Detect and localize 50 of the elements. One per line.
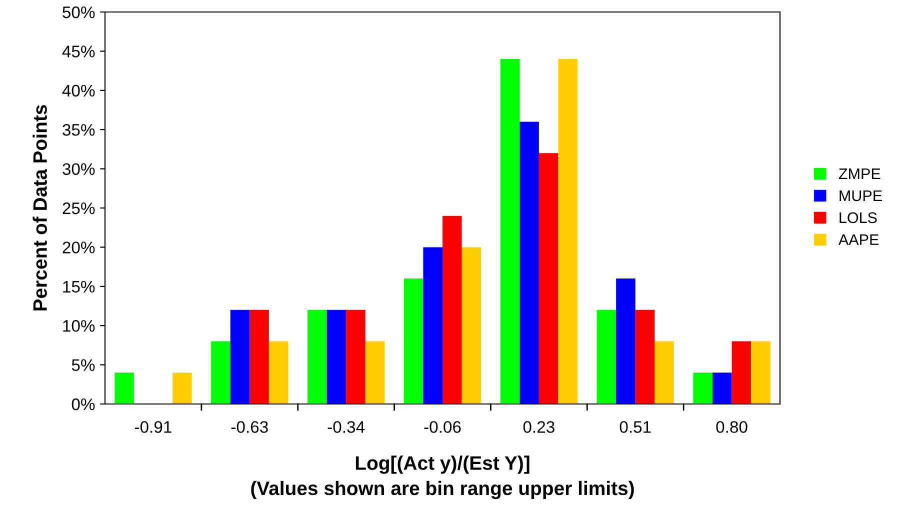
x-tick-label: -0.34 (328, 421, 365, 433)
legend-label: ZMPE (838, 168, 880, 180)
bar (520, 122, 539, 404)
bar (654, 341, 674, 404)
x-tick-label: -0.91 (134, 421, 172, 433)
bar (596, 310, 616, 404)
bar (172, 372, 192, 404)
y-tick-label: 45% (62, 46, 95, 58)
x-tick-label: 0.80 (716, 421, 748, 433)
bar (635, 310, 655, 404)
y-tick-label: 25% (62, 202, 95, 214)
bar (250, 310, 269, 404)
bar (114, 372, 134, 404)
x-tick-label: -0.06 (424, 421, 461, 433)
bar (558, 59, 578, 404)
bar (712, 372, 732, 404)
bar (442, 216, 462, 404)
y-tick-label: 30% (62, 163, 95, 176)
bar (326, 310, 346, 404)
y-tick-label: 10% (63, 320, 95, 332)
y-tick-label: 20% (62, 242, 95, 254)
y-tick-label: 0% (72, 398, 95, 410)
y-axis-title: Percent of Data Points (32, 105, 47, 310)
bar (538, 153, 558, 404)
bar (751, 341, 770, 404)
bar (462, 247, 482, 404)
y-tick-label: 40% (62, 84, 95, 97)
legend-label: LOLS (840, 212, 877, 224)
legend-label: MUPE (840, 190, 882, 202)
bar (308, 310, 327, 404)
bar (268, 341, 288, 404)
bar (230, 310, 250, 404)
y-tick-label: 5% (72, 359, 95, 372)
x-tick-label: 0.51 (620, 421, 651, 433)
bar (616, 278, 636, 404)
y-tick-label: 35% (62, 124, 95, 136)
x-tick-label: 0.23 (523, 421, 554, 433)
y-tick-label: 50% (62, 6, 95, 18)
x-tick-label: -0.63 (231, 421, 268, 433)
bar (423, 247, 442, 404)
bar (693, 372, 712, 404)
bar (365, 341, 385, 404)
bar (404, 278, 424, 404)
y-tick-label: 15% (63, 280, 95, 293)
bar (211, 341, 230, 404)
bar (500, 59, 520, 404)
legend-label: AAPE (838, 234, 879, 245)
x-axis-title: Log[(Act y)/(Est Y)] (Values shown are bin range upper limits) (251, 456, 634, 500)
bar (732, 341, 752, 404)
bar (346, 310, 366, 404)
